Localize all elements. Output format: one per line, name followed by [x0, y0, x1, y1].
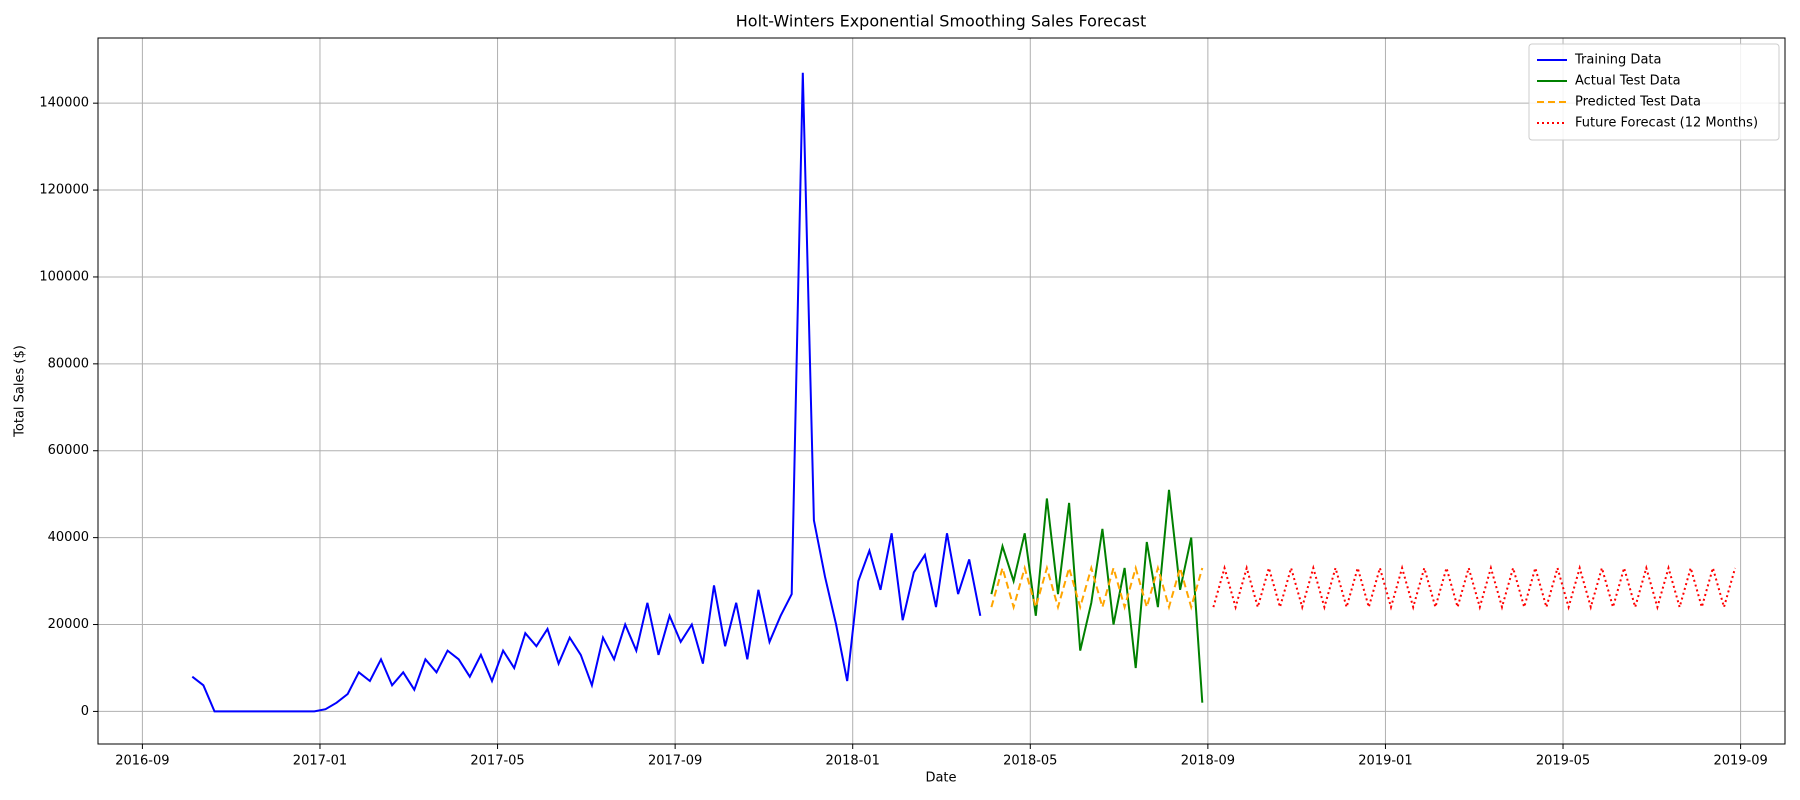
legend-label: Predicted Test Data — [1575, 95, 1701, 110]
legend: Training Data Actual Test Data Predicted T… — [1528, 43, 1780, 141]
x-axis-label: Date — [925, 771, 956, 786]
y-tick-label: 80000 — [48, 356, 89, 371]
x-tick-label: 2018-01 — [826, 754, 880, 769]
x-tick-label: 2017-01 — [293, 754, 347, 769]
series-line — [990, 564, 1204, 611]
x-tick-label: 2019-05 — [1536, 754, 1590, 769]
y-axis-label: Total Sales ($) — [13, 345, 28, 438]
x-tick-label: 2018-05 — [1003, 754, 1057, 769]
series-line — [990, 489, 1204, 703]
series-line — [1212, 564, 1737, 611]
x-tick-label: 2019-09 — [1713, 754, 1767, 769]
y-tick-label: 20000 — [48, 617, 89, 632]
y-tick-label: 60000 — [48, 443, 89, 458]
y-tick-label: 100000 — [39, 269, 89, 284]
plot-frame — [97, 37, 1786, 745]
x-tick-label: 2017-09 — [648, 754, 702, 769]
x-tick-label: 2016-09 — [115, 754, 169, 769]
y-tick-label: 40000 — [48, 530, 89, 545]
chart-title: Holt-Winters Exponential Smoothing Sales… — [736, 12, 1146, 31]
legend-label: Actual Test Data — [1575, 74, 1681, 89]
legend-label: Future Forecast (12 Months) — [1575, 116, 1758, 131]
y-tick-label: 140000 — [39, 96, 89, 111]
x-tick-label: 2019-01 — [1358, 754, 1412, 769]
series-line — [191, 72, 982, 713]
legend-label: Training Data — [1574, 53, 1661, 68]
x-tick-label: 2018-09 — [1181, 754, 1235, 769]
y-tick-label: 0 — [81, 704, 89, 719]
y-tick-label: 120000 — [39, 183, 89, 198]
x-tick-label: 2017-05 — [470, 754, 524, 769]
legend-box — [1528, 43, 1780, 141]
